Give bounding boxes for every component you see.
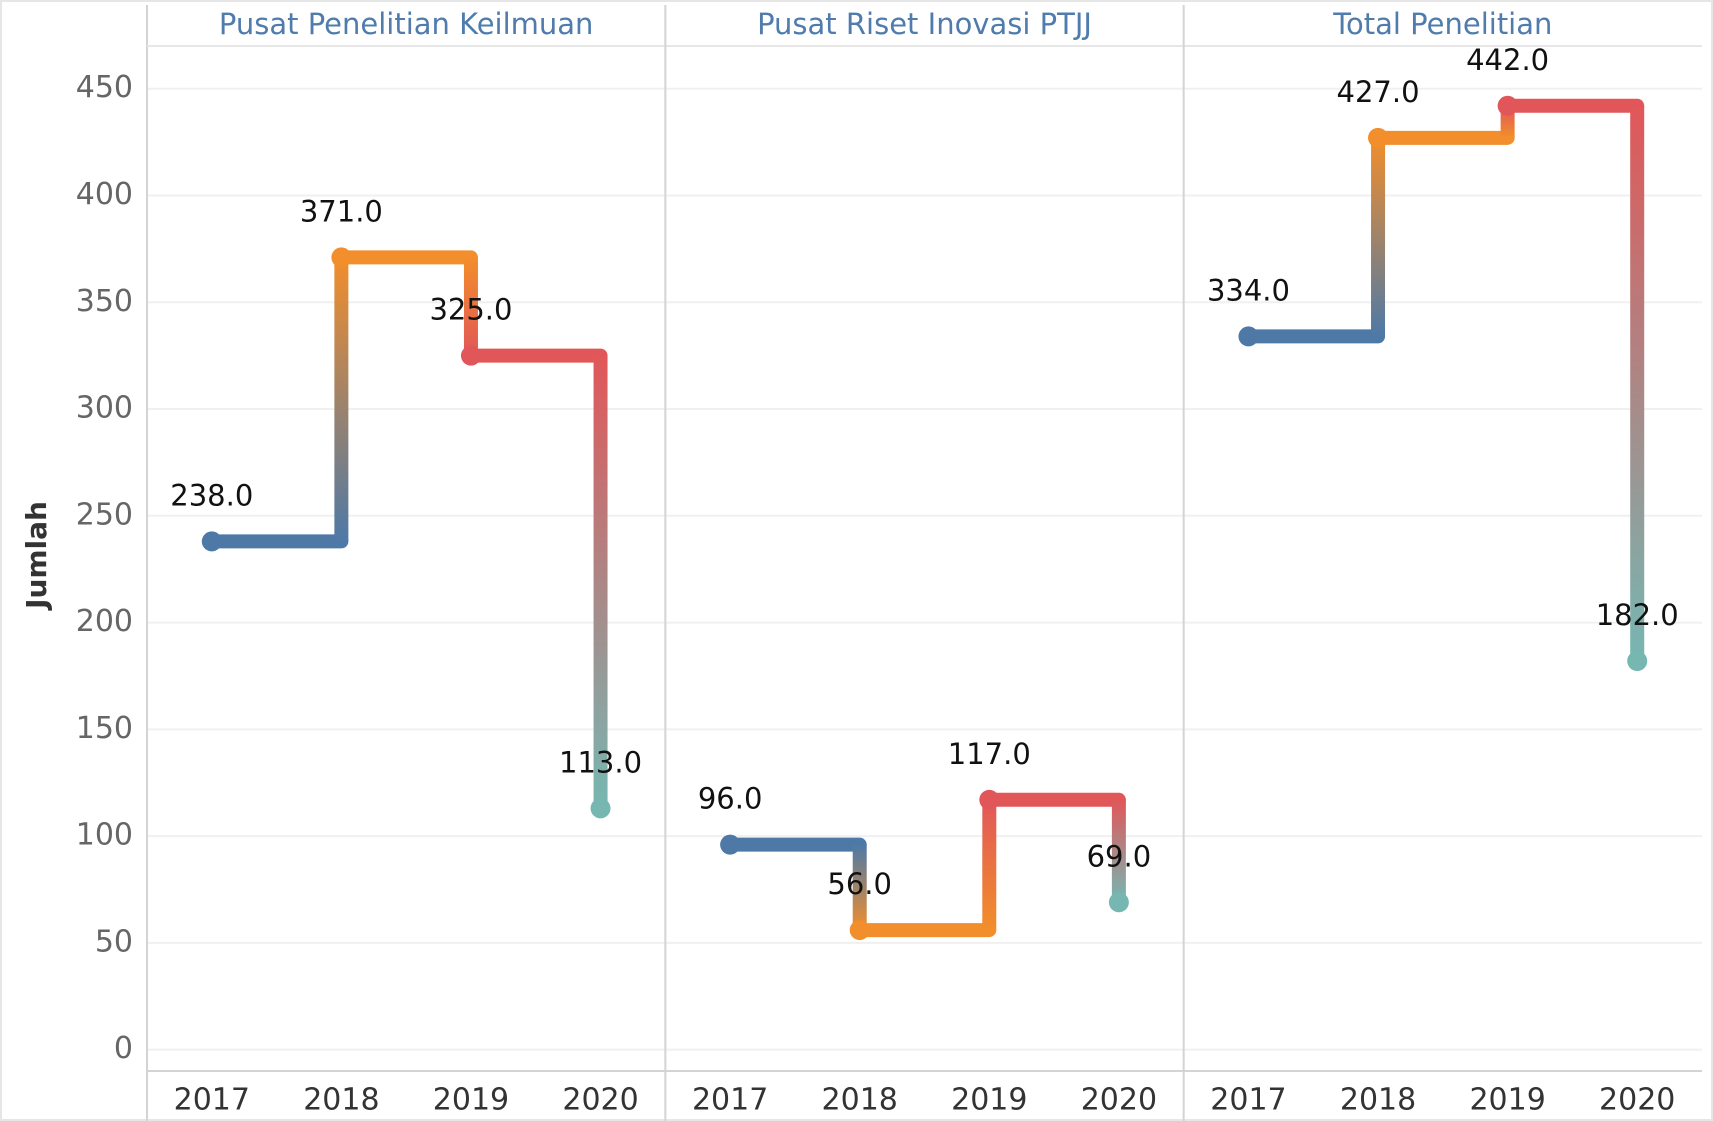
x-tick-label: 2019: [951, 1083, 1027, 1118]
data-label: 56.0: [827, 867, 892, 901]
y-tick-label: 100: [76, 818, 133, 853]
point: [979, 789, 1000, 810]
point: [849, 920, 870, 941]
y-tick-label: 150: [76, 711, 133, 746]
data-label: 117.0: [948, 737, 1031, 771]
panel-title: Pusat Penelitian Keilmuan: [219, 7, 594, 41]
x-tick-label: 2017: [692, 1083, 768, 1118]
point: [1238, 326, 1259, 347]
x-tick-label: 2020: [1081, 1083, 1157, 1118]
point: [331, 247, 352, 268]
x-tick-label: 2019: [1469, 1083, 1545, 1118]
y-tick-label: 50: [95, 924, 133, 959]
data-label: 96.0: [698, 782, 763, 816]
panel-title: Total Penelitian: [1332, 7, 1552, 41]
x-tick-label: 2017: [174, 1083, 250, 1118]
x-tick-label: 2017: [1210, 1083, 1286, 1118]
x-tick-label: 2019: [433, 1083, 509, 1118]
point: [1627, 651, 1648, 671]
y-tick-label: 400: [76, 177, 133, 212]
point: [720, 834, 741, 855]
data-label: 238.0: [170, 478, 253, 512]
y-tick-label: 200: [76, 604, 133, 639]
data-label: 325.0: [429, 293, 512, 327]
x-tick-label: 2018: [1340, 1083, 1416, 1118]
point: [590, 798, 611, 819]
y-tick-label: 300: [76, 391, 133, 426]
y-tick-label: 450: [76, 70, 133, 105]
panel-title: Pusat Riset Inovasi PTJJ: [757, 7, 1092, 41]
y-tick-label: 0: [114, 1031, 133, 1066]
data-label: 113.0: [559, 745, 642, 779]
point: [1108, 892, 1129, 913]
point: [1368, 127, 1389, 148]
point: [1497, 95, 1518, 116]
point: [460, 345, 481, 366]
data-label: 442.0: [1466, 43, 1549, 77]
data-label: 182.0: [1596, 598, 1679, 632]
point: [201, 531, 222, 552]
data-label: 334.0: [1207, 273, 1290, 307]
y-tick-label: 250: [76, 497, 133, 532]
data-label: 69.0: [1087, 839, 1152, 873]
data-label: 427.0: [1337, 75, 1420, 109]
y-tick-label: 350: [76, 284, 133, 319]
y-axis-label: Jumlah: [20, 501, 53, 611]
x-tick-label: 2018: [822, 1083, 898, 1118]
x-tick-label: 2020: [562, 1083, 638, 1118]
x-tick-label: 2018: [303, 1083, 379, 1118]
data-label: 371.0: [300, 194, 383, 228]
x-tick-label: 2020: [1599, 1083, 1675, 1118]
